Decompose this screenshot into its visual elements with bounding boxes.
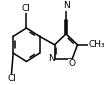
Text: N: N: [63, 1, 69, 10]
Text: N: N: [48, 54, 55, 63]
Text: O: O: [69, 59, 76, 68]
Text: CH₃: CH₃: [88, 40, 105, 49]
Text: Cl: Cl: [7, 74, 16, 83]
Text: Cl: Cl: [22, 4, 31, 13]
